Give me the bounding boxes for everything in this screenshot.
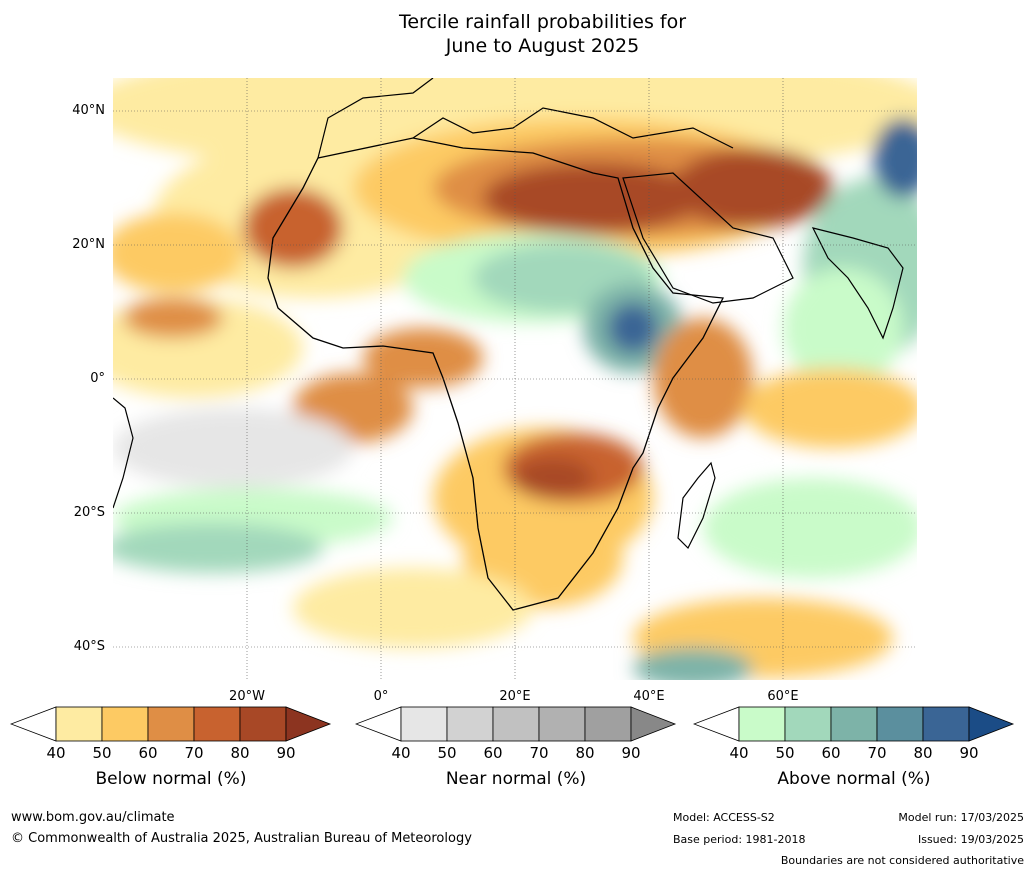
lat-label-20n: 20°N (72, 237, 105, 252)
colorbar-segment (876, 706, 924, 742)
tick-label: 80 (575, 744, 595, 762)
colorbar-near-normal (355, 706, 677, 742)
colorbar-segment (55, 706, 103, 742)
tick-label: 80 (913, 744, 933, 762)
footer-url: www.bom.gov.au/climate (11, 810, 175, 825)
colorbar-segment (492, 706, 540, 742)
arabia-coastline (622, 172, 794, 304)
footer-model-run: Model run: 17/03/2025 (898, 811, 1024, 824)
map-title: Tercile rainfall probabilities for June … (0, 10, 1035, 58)
colorbar-label-near: Near normal (%) (445, 769, 587, 789)
tick-label: 90 (959, 744, 979, 762)
lat-label-0: 0° (90, 371, 105, 386)
colorbar-segment (239, 706, 287, 742)
tick-label: 40 (391, 744, 411, 762)
lat-label-40s: 40°S (73, 639, 105, 654)
gridlines (113, 78, 917, 680)
lon-label-0: 0° (373, 689, 389, 704)
colorbar-segment (830, 706, 878, 742)
africa-coastline (267, 137, 725, 611)
tick-label: 40 (729, 744, 749, 762)
colorbar-segment (922, 706, 970, 742)
tick-label: 90 (621, 744, 641, 762)
colorbar-segment (538, 706, 586, 742)
colorbar-extend-low (693, 706, 740, 742)
colorbar-extend-high (630, 706, 677, 742)
madagascar-coastline (677, 461, 716, 550)
colorbar-segment (584, 706, 632, 742)
tick-label: 60 (483, 744, 503, 762)
tick-label: 70 (184, 744, 204, 762)
lon-label-60e: 60°E (767, 689, 799, 704)
colorbar-segment (784, 706, 832, 742)
tick-label: 70 (529, 744, 549, 762)
colorbar-label-above: Above normal (%) (777, 769, 931, 789)
tick-label: 50 (437, 744, 457, 762)
tick-label: 90 (276, 744, 296, 762)
colorbar-extend-high (285, 706, 332, 742)
lon-label-20w: 20°W (229, 689, 265, 704)
footer-disclaimer: Boundaries are not considered authoritat… (780, 854, 1024, 867)
footer-copyright: © Commonwealth of Australia 2025, Austra… (11, 831, 472, 846)
colorbar-segment (738, 706, 786, 742)
colorbar-above-normal (693, 706, 1015, 742)
tick-label: 40 (46, 744, 66, 762)
colorbar-extend-high (968, 706, 1015, 742)
lat-label-20s: 20°S (73, 505, 105, 520)
colorbar-segment (147, 706, 195, 742)
rainfall-probability-map (113, 78, 917, 680)
probability-field (113, 78, 917, 680)
footer-model: Model: ACCESS-S2 (673, 811, 775, 824)
colorbar-segment (193, 706, 241, 742)
lat-label-40n: 40°N (72, 103, 105, 118)
tick-label: 50 (92, 744, 112, 762)
colorbar-extend-low (355, 706, 402, 742)
tick-label: 80 (230, 744, 250, 762)
tick-label: 70 (867, 744, 887, 762)
colorbar-segment (400, 706, 448, 742)
colorbar-segment (446, 706, 494, 742)
tick-label: 60 (821, 744, 841, 762)
footer-base-period: Base period: 1981-2018 (673, 833, 806, 846)
title-line-1: Tercile rainfall probabilities for (398, 11, 687, 33)
lon-label-20e: 20°E (499, 689, 531, 704)
lon-label-40e: 40°E (633, 689, 665, 704)
colorbar-label-below: Below normal (%) (95, 769, 247, 789)
india-coastline (811, 227, 904, 340)
colorbar-extend-low (10, 706, 57, 742)
tick-label: 50 (775, 744, 795, 762)
footer-issued: Issued: 19/03/2025 (917, 833, 1024, 846)
colorbar-segment (101, 706, 149, 742)
title-line-2: June to August 2025 (445, 35, 640, 57)
colorbar-below-normal (10, 706, 332, 742)
tick-label: 60 (138, 744, 158, 762)
south-america-coastline (113, 397, 134, 509)
europe-coastline (317, 78, 734, 159)
